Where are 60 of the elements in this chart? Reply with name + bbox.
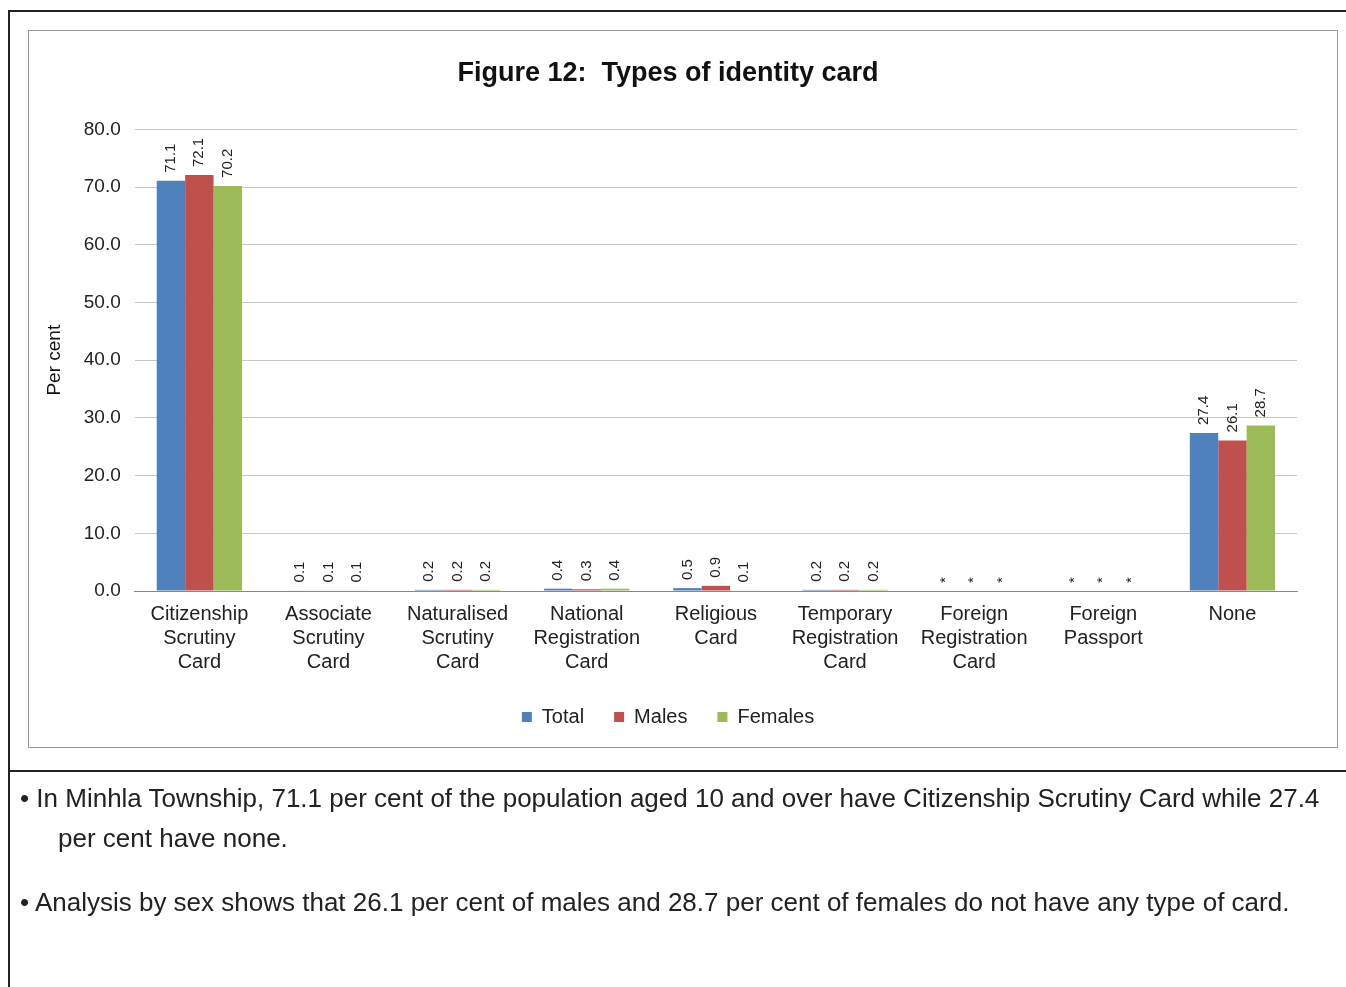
x-tick-label: National Registration Card — [533, 601, 641, 672]
legend-label: Females — [737, 704, 815, 727]
x-tick-label: Foreign Registration Card — [920, 601, 1028, 672]
y-tick-label: 70.0 — [83, 175, 121, 197]
data-label: 0.3 — [576, 560, 594, 582]
y-tick-label: 30.0 — [83, 406, 121, 428]
data-label: 0.1 — [734, 561, 752, 583]
text: * — [1093, 577, 1111, 583]
text: • In Minhla Township, 71.1 per cent of the population aged 10 and over have Citizenship Scrutiny Card while 27.4 per cent have none. — [20, 782, 1321, 855]
y-tick-label: 0.0 — [94, 579, 121, 601]
x-tick-label: Temporary Registration Card — [791, 601, 899, 672]
bar — [185, 174, 214, 591]
data-label: 0.9 — [706, 556, 724, 578]
data-label: 71.1 — [161, 143, 179, 173]
data-label: 0.4 — [548, 559, 566, 581]
text: * — [964, 577, 982, 583]
text: * — [992, 577, 1010, 583]
data-label: 0.2 — [419, 560, 437, 582]
data-label: 0.1 — [318, 561, 336, 583]
y-tick-label: 60.0 — [83, 233, 121, 255]
data-label: 0.2 — [806, 560, 824, 582]
bar — [1189, 432, 1219, 591]
legend-label: Males — [634, 704, 688, 727]
data-label: 0.4 — [605, 559, 623, 581]
text: * — [1065, 577, 1083, 583]
text: • Analysis by sex shows that 26.1 per cent of males and 28.7 per cent of females do not have any type of card. — [20, 886, 1291, 919]
bar — [156, 180, 186, 591]
data-label: 0.2 — [863, 560, 881, 582]
data-label: 0.2 — [835, 560, 853, 582]
bar — [213, 185, 242, 591]
data-label: 0.1 — [347, 561, 365, 583]
y-axis-title: Per cent — [42, 324, 64, 396]
data-label: 70.2 — [217, 148, 235, 178]
y-tick-label: 10.0 — [83, 521, 121, 543]
bar — [673, 588, 702, 591]
data-label: 0.2 — [476, 560, 494, 582]
x-tick-label: Religious Card — [674, 601, 758, 648]
data-label: 26.1 — [1222, 403, 1240, 433]
text: * — [935, 577, 953, 583]
x-tick-label: Foreign Passport — [1063, 601, 1144, 648]
text: * — [1121, 577, 1139, 583]
data-label: 0.1 — [290, 561, 308, 583]
bar — [701, 585, 731, 591]
x-tick-label: Citizenship Scrutiny Card — [150, 601, 249, 672]
y-tick-label: 50.0 — [83, 290, 121, 312]
x-tick-label: Naturalised Scrutiny Card — [407, 601, 509, 672]
data-label: 0.5 — [677, 559, 695, 581]
data-label: 27.4 — [1194, 395, 1212, 425]
data-label: 0.2 — [447, 560, 465, 582]
data-label: 72.1 — [189, 137, 207, 167]
y-tick-label: 80.0 — [83, 117, 121, 139]
y-tick-label: 40.0 — [83, 348, 121, 370]
x-tick-label: None — [1208, 601, 1257, 624]
y-tick-label: 20.0 — [83, 463, 121, 485]
legend-label: Total — [541, 704, 585, 727]
chart-title: Figure 12: Types of identity card — [457, 56, 879, 87]
bar — [1218, 440, 1247, 591]
bar — [1246, 425, 1276, 591]
x-tick-label: Associate Scrutiny Card — [285, 601, 372, 672]
data-label: 28.7 — [1250, 388, 1268, 418]
